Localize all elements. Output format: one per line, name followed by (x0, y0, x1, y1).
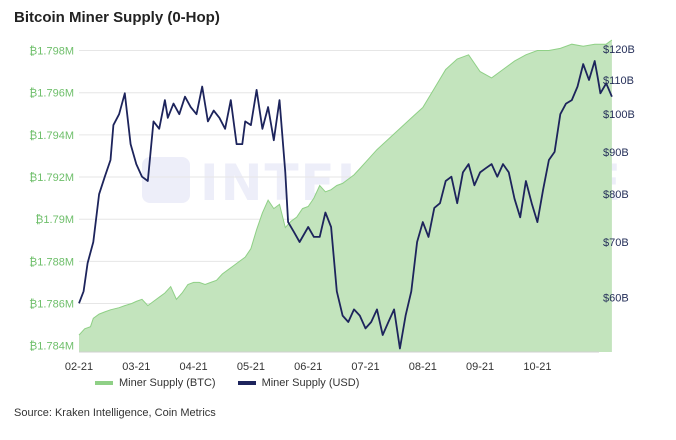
watermark-logo-bg (142, 157, 190, 203)
right-axis-ticks: $60B $70B $80B $90B $100B $110B $120B (603, 44, 635, 304)
left-tick-label: ₿1.79M (35, 214, 74, 226)
left-axis-ticks: ₿1.784M ₿1.786M ₿1.788M ₿1.79M ₿1.792M ₿1.794… (29, 46, 74, 353)
left-tick-label: ₿1.794M (29, 130, 74, 142)
x-tick-label: 05-21 (237, 361, 265, 373)
legend-swatch-btc (95, 381, 113, 385)
left-tick-label: ₿1.792M (29, 172, 74, 184)
right-tick-label: $70B (603, 237, 629, 249)
legend: Miner Supply (BTC) Miner Supply (USD) (95, 377, 381, 389)
legend-label-usd: Miner Supply (USD) (261, 377, 360, 389)
legend-label-btc: Miner Supply (BTC) (119, 377, 216, 389)
legend-item-usd[interactable]: Miner Supply (USD) (237, 377, 360, 389)
x-tick-label: 06-21 (294, 361, 322, 373)
x-axis-ticks: 02-21 03-21 04-21 05-21 06-21 07-21 08-21 09-21… (65, 361, 552, 373)
usd-line (78, 60, 613, 350)
left-tick-label: ₿1.796M (29, 88, 74, 100)
right-tick-label: $100B (603, 109, 635, 121)
right-tick-label: $120B (603, 44, 635, 56)
legend-swatch-usd (237, 381, 256, 385)
btc-area-fill (79, 40, 612, 352)
x-tick-label: 02-21 (65, 361, 93, 373)
right-tick-label: $80B (603, 189, 629, 201)
left-tick-label: ₿1.786M (29, 299, 74, 311)
chart-title: Bitcoin Miner Supply (0-Hop) (14, 9, 220, 26)
legend-item-btc[interactable]: Miner Supply (BTC) (95, 377, 216, 389)
right-tick-label: $110B (603, 75, 634, 87)
left-tick-label: ₿1.784M (29, 341, 74, 353)
x-tick-label: 08-21 (409, 361, 437, 373)
left-tick-label: ₿1.788M (29, 256, 74, 268)
x-tick-label: 03-21 (122, 361, 150, 373)
right-tick-label: $60B (603, 292, 629, 304)
x-tick-label: 09-21 (466, 361, 494, 373)
right-tick-label: $90B (603, 147, 629, 159)
source-note: Source: Kraken Intelligence, Coin Metric… (14, 407, 216, 419)
left-tick-label: ₿1.798M (29, 46, 74, 58)
x-tick-label: 04-21 (180, 361, 208, 373)
btc-line (78, 39, 613, 336)
x-tick-label: 07-21 (351, 361, 379, 373)
x-tick-label: 10-21 (523, 361, 551, 373)
